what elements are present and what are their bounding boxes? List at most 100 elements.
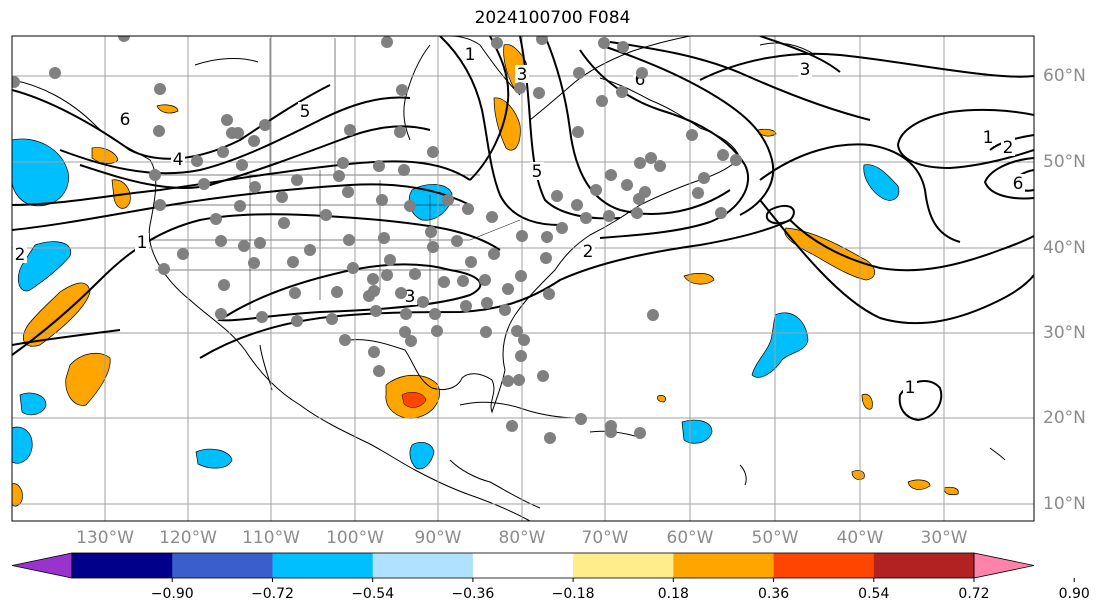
colorbar-segment (172, 553, 273, 578)
positive-anomaly-area (943, 486, 959, 496)
station-marker (692, 187, 704, 199)
station-marker (431, 325, 443, 337)
contour-label: 4 (173, 150, 184, 170)
station-marker (556, 222, 568, 234)
positive-anomaly-area (861, 393, 873, 410)
station-marker (409, 268, 421, 280)
station-marker (425, 226, 437, 238)
station-marker (499, 304, 511, 316)
station-marker (639, 186, 651, 198)
station-marker (645, 152, 657, 164)
station-marker (515, 350, 527, 362)
station-marker (506, 420, 518, 432)
station-marker (399, 326, 411, 338)
station-marker (573, 67, 585, 79)
station-marker (326, 313, 338, 325)
station-marker (404, 200, 416, 212)
station-marker (368, 285, 380, 297)
colorbar-segment (72, 553, 173, 578)
station-marker (502, 375, 514, 387)
contour-label-bg (581, 242, 595, 260)
positive-anomaly-area (784, 227, 875, 281)
contour-label: 6 (1013, 174, 1024, 194)
positive-anomaly-area (657, 395, 666, 403)
station-marker (154, 199, 166, 211)
station-marker (215, 235, 227, 247)
positive-anomaly-area (683, 273, 715, 285)
station-marker (491, 37, 503, 49)
contour-label-bg (13, 245, 27, 263)
station-marker (217, 146, 229, 158)
station-marker (398, 164, 410, 176)
station-marker (533, 87, 545, 99)
station-marker (541, 231, 553, 243)
latitude-label: 60°N (1043, 66, 1086, 86)
latitude-label: 40°N (1043, 238, 1086, 258)
longitude-label: 50°W (751, 528, 799, 548)
contour-label: 6 (635, 70, 646, 90)
positive-anomaly-area (65, 352, 111, 406)
longitude-label: 110°W (242, 528, 300, 548)
station-marker (177, 248, 189, 260)
station-marker (451, 235, 463, 247)
station-marker (373, 160, 385, 172)
station-marker (513, 374, 525, 386)
station-marker (621, 179, 633, 191)
station-marker (647, 309, 659, 321)
station-marker (429, 308, 441, 320)
colorbar-low-extension (11, 552, 73, 579)
station-marker (479, 274, 491, 286)
colorbar-tick-label: 0.54 (858, 586, 890, 602)
station-marker (603, 210, 615, 222)
contour-lines (12, 36, 1034, 422)
station-marker (571, 199, 583, 211)
colorbar-tick-label: −0.90 (150, 586, 194, 602)
contour-label: 2 (583, 242, 594, 262)
contour-label: 5 (300, 102, 311, 122)
station-marker (654, 160, 666, 172)
station-marker (617, 41, 629, 53)
station-marker (460, 300, 472, 312)
station-marker (289, 287, 301, 299)
station-marker (502, 283, 514, 295)
station-marker (154, 83, 166, 95)
station-marker (198, 178, 210, 190)
station-marker (384, 254, 396, 266)
station-marker (590, 184, 602, 196)
positive-anomaly-area (907, 479, 931, 490)
station-marker (636, 67, 648, 79)
station-marker (698, 172, 710, 184)
negative-anomaly-area (12, 138, 69, 207)
station-marker (634, 427, 646, 439)
contour-label-bg (1011, 174, 1025, 192)
station-marker (481, 297, 493, 309)
station-marker (394, 126, 406, 138)
positive-anomaly-area (23, 282, 91, 347)
station-marker (572, 126, 584, 138)
colorbar-tick-label: 0.18 (657, 586, 689, 602)
contour-label-bg (135, 233, 149, 251)
station-marker (575, 413, 587, 425)
station-marker (158, 263, 170, 275)
station-marker (536, 36, 548, 45)
station-marker (537, 370, 549, 382)
contour-label: 3 (800, 60, 811, 80)
station-marker (191, 155, 203, 167)
station-marker (515, 270, 527, 282)
station-marker (400, 308, 412, 320)
station-marker (417, 296, 429, 308)
station-marker (580, 212, 592, 224)
station-marker (381, 36, 393, 48)
station-marker (344, 124, 356, 136)
station-marker (331, 286, 343, 298)
station-marker (256, 311, 268, 323)
station-marker (49, 67, 61, 79)
station-marker (511, 325, 523, 337)
station-marker (376, 194, 388, 206)
station-marker (12, 76, 20, 88)
station-marker (427, 146, 439, 158)
station-marker (367, 273, 379, 285)
longitude-label: 80°W (498, 528, 546, 548)
contour-label: 1 (465, 45, 476, 65)
negative-anomaly-area (751, 312, 809, 378)
